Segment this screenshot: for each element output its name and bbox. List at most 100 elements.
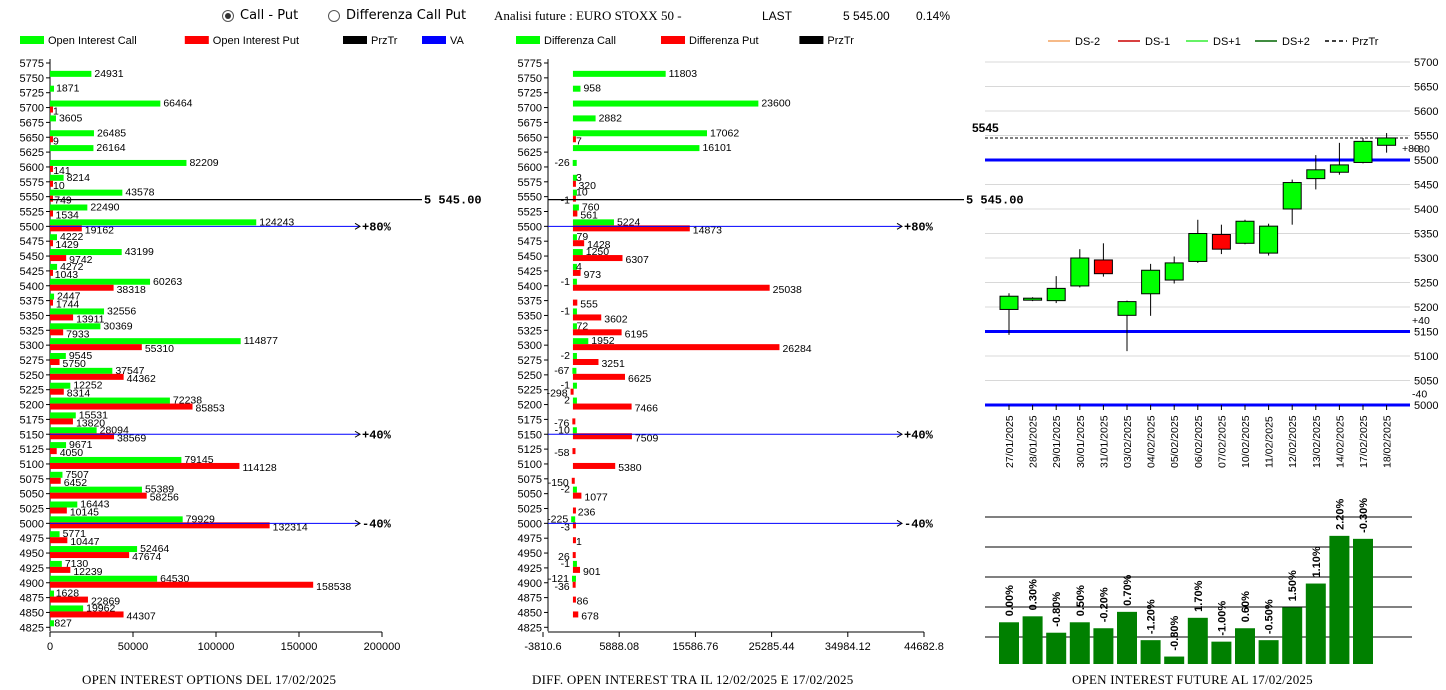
bar-call xyxy=(50,471,63,478)
bar xyxy=(1117,611,1137,664)
bar-call xyxy=(572,338,589,345)
value-label-put: 85853 xyxy=(196,403,225,415)
y-tick-label-1: 5375 xyxy=(518,296,542,308)
bar-call xyxy=(50,427,97,434)
legend-swatch-0 xyxy=(20,36,44,44)
bar-call xyxy=(50,204,88,211)
bar-put xyxy=(572,359,599,365)
candle-body xyxy=(1353,140,1373,163)
value-label-put: 320 xyxy=(578,180,596,192)
va-arrow-0 xyxy=(354,222,361,230)
bar-put xyxy=(572,240,585,247)
y-tick-label-0: 5375 xyxy=(20,296,44,308)
value-label-put: 5750 xyxy=(63,358,87,370)
last-change: 0.14% xyxy=(916,9,951,23)
bar-call xyxy=(572,234,577,241)
value-label-call: -1 xyxy=(561,276,570,288)
candle-body xyxy=(1070,257,1090,287)
bar-put xyxy=(50,448,57,455)
value-label-put: 236 xyxy=(578,507,596,519)
y-tick-label-0: 5750 xyxy=(20,73,44,85)
y-tick-label-1: 5775 xyxy=(518,58,542,70)
y-tick-label: 5050 xyxy=(1414,376,1438,388)
value-label: -1.20% xyxy=(1146,599,1158,634)
x-tick-label: 29/01/2025 xyxy=(1051,415,1063,468)
bar-put xyxy=(572,329,622,336)
bar-call xyxy=(50,590,54,597)
bar-call xyxy=(572,159,577,166)
bar-put xyxy=(50,180,53,187)
bar-put xyxy=(50,492,147,499)
x-tick-label: 31/01/2025 xyxy=(1098,415,1110,468)
value-label-call: 79 xyxy=(577,231,589,243)
value-label-put: 4050 xyxy=(60,447,84,459)
bar-put xyxy=(572,255,623,262)
va-label-0: -40% xyxy=(362,517,392,531)
va-arrow-1 xyxy=(896,519,903,527)
radio-call-put-label: Call - Put xyxy=(240,8,299,23)
value-label-put: 10447 xyxy=(70,536,99,548)
bar-call xyxy=(50,159,187,166)
legend-swatch-2 xyxy=(343,36,367,44)
y-tick-label-1: 4850 xyxy=(518,607,542,619)
bar-call xyxy=(572,367,577,374)
bar-put xyxy=(50,537,68,544)
y-tick-label-0: 5025 xyxy=(20,504,44,516)
x-tick-label: 27/01/2025 xyxy=(1004,415,1016,468)
value-label-put: 10145 xyxy=(70,507,99,519)
legend-label-2: PrzTr xyxy=(371,35,398,47)
x-tick-label: 10/02/2025 xyxy=(1240,415,1252,468)
bar-call xyxy=(572,174,577,181)
bar-put xyxy=(50,611,124,618)
value-label-call: 72 xyxy=(577,320,589,332)
va-label-0: +40% xyxy=(362,428,392,442)
bar-put xyxy=(572,507,576,514)
bar-put xyxy=(572,344,780,351)
y-tick-label-0: 4875 xyxy=(20,593,44,605)
bar-call xyxy=(572,130,707,137)
value-label-call: 32556 xyxy=(107,305,136,317)
y-tick-label-1: 4900 xyxy=(518,578,542,590)
bar-put xyxy=(572,299,578,306)
bar-put xyxy=(50,388,64,395)
bar-put xyxy=(572,136,576,143)
bar-put xyxy=(50,373,124,380)
bar xyxy=(999,622,1019,664)
bar-put xyxy=(50,225,82,232)
value-label-call: 8214 xyxy=(67,172,91,184)
bar-put xyxy=(50,418,73,425)
candle-body xyxy=(1377,137,1397,146)
value-label-call: -26 xyxy=(555,157,570,169)
y-tick-label-1: 5125 xyxy=(518,444,542,456)
y-tick-label-0: 5475 xyxy=(20,236,44,248)
candle-body xyxy=(1306,169,1326,180)
bar xyxy=(1258,640,1279,664)
bar-call xyxy=(50,516,183,523)
value-label-put: 12239 xyxy=(73,566,102,578)
bar-call xyxy=(50,115,56,122)
bar-call xyxy=(50,338,241,345)
bar-call xyxy=(50,145,94,152)
value-label-put: 38569 xyxy=(117,432,146,444)
value-label-call: 26485 xyxy=(97,127,126,139)
caption-middle: DIFF. OPEN INTEREST TRA IL 12/02/2025 E … xyxy=(532,672,854,687)
caption-left: OPEN INTEREST OPTIONS DEL 17/02/2025 xyxy=(82,672,337,687)
value-label-put: 678 xyxy=(581,610,599,622)
bar-call xyxy=(50,605,84,612)
y-tick-label-0: 5225 xyxy=(20,385,44,397)
value-label: -1.00% xyxy=(1216,601,1228,636)
candle-body xyxy=(1329,164,1349,173)
y-tick-label-0: 5200 xyxy=(20,400,44,412)
bar-put xyxy=(572,611,579,618)
value-label-call: 60263 xyxy=(153,276,182,288)
y-tick-label-1: 5200 xyxy=(518,400,542,412)
bar xyxy=(1235,628,1255,664)
y-tick-label-1: 5750 xyxy=(518,73,542,85)
radio-call-put[interactable]: Call - Put xyxy=(222,8,298,23)
radio-diff[interactable]: Differenza Call Put xyxy=(328,8,466,23)
bar-call xyxy=(572,204,579,211)
bar-call xyxy=(572,353,577,359)
x-tick-label: 05/02/2025 xyxy=(1169,415,1181,468)
x-tick-label: 14/02/2025 xyxy=(1334,415,1346,468)
bar-put xyxy=(572,314,602,321)
